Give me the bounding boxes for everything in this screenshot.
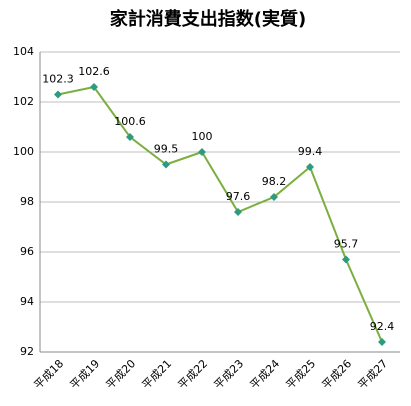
data-label: 100.6 xyxy=(114,115,146,128)
x-tick-label: 平成26 xyxy=(320,357,355,392)
marker xyxy=(234,208,242,216)
y-tick-label: 104 xyxy=(13,45,34,58)
x-tick-label: 平成22 xyxy=(176,357,211,392)
x-tick-label: 平成20 xyxy=(104,357,139,392)
x-tick-label: 平成19 xyxy=(68,357,103,392)
y-tick-label: 100 xyxy=(13,145,34,158)
data-label: 102.6 xyxy=(78,65,110,78)
marker xyxy=(54,90,62,99)
marker xyxy=(198,148,206,156)
chart-title: 家計消費支出指数(実質) xyxy=(110,8,306,30)
marker xyxy=(306,163,314,171)
y-tick-label: 102 xyxy=(13,95,34,108)
data-line xyxy=(57,85,383,343)
data-label: 102.3 xyxy=(42,73,74,86)
data-label: 100 xyxy=(192,130,213,143)
x-tick-label: 平成24 xyxy=(248,357,283,392)
x-tick-label: 平成25 xyxy=(284,357,319,392)
x-tick-label: 平成21 xyxy=(140,357,175,392)
marker xyxy=(162,160,170,169)
y-tick-label: 98 xyxy=(20,195,34,208)
marker xyxy=(342,255,350,264)
data-label: 99.4 xyxy=(298,145,323,158)
marker xyxy=(378,338,386,346)
data-label: 97.6 xyxy=(226,190,251,203)
marker xyxy=(90,83,98,91)
y-tick-label: 96 xyxy=(20,245,34,258)
x-tick-label: 平成18 xyxy=(32,357,67,392)
marker xyxy=(270,193,278,201)
data-label: 98.2 xyxy=(262,175,287,188)
data-label: 95.7 xyxy=(334,238,359,251)
y-tick-label: 94 xyxy=(20,295,34,308)
x-tick-label: 平成27 xyxy=(356,357,391,392)
y-tick-label: 92 xyxy=(20,345,34,358)
data-label: 99.5 xyxy=(154,143,179,156)
data-label: 92.4 xyxy=(370,320,395,333)
x-tick-label: 平成23 xyxy=(212,357,247,392)
marker xyxy=(126,133,134,141)
